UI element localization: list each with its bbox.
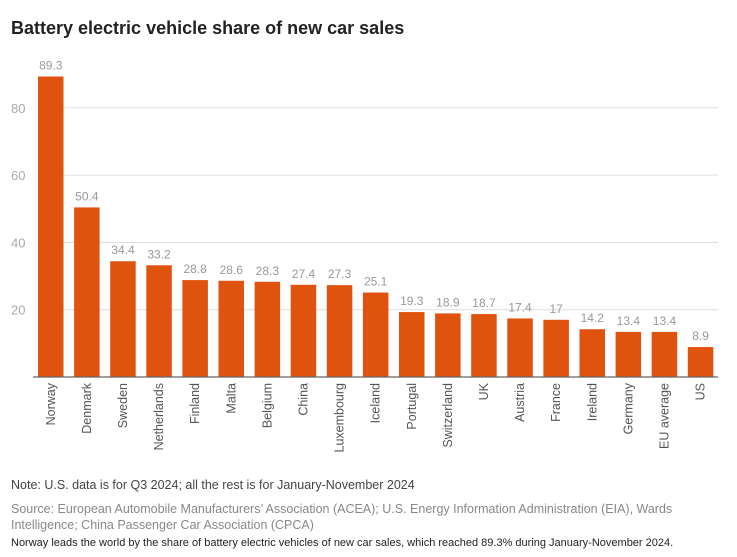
bar-iceland: [362, 292, 389, 377]
x-tick-label: EU average: [657, 383, 671, 449]
data-label: 13.4: [617, 314, 641, 328]
x-tick-label: Switzerland: [441, 383, 455, 448]
bar-germany: [615, 331, 642, 377]
x-tick-label: Denmark: [80, 382, 94, 433]
x-tick-label: Norway: [44, 382, 58, 425]
bar-chart: 20 40 60 80 89.3 Norway 50.4 Denmark 34.4 Sweden 3…: [11, 59, 718, 453]
data-label: 19.3: [400, 294, 424, 308]
bar-ireland: [579, 329, 605, 377]
data-label: 33.2: [147, 247, 171, 261]
x-tick-label: Sweden: [116, 383, 130, 428]
data-label: 27.4: [292, 267, 316, 281]
bar-denmark: [74, 207, 100, 377]
bar-eu-average: [651, 331, 678, 377]
bar-france: [543, 319, 569, 377]
x-tick-label: Ireland: [585, 383, 599, 421]
x-tick-label: France: [549, 383, 563, 422]
chart-title: Battery electric vehicle share of new ca…: [11, 18, 405, 38]
x-tick-label: Finland: [188, 383, 202, 424]
bar-us: [687, 347, 714, 377]
bar-malta: [218, 280, 244, 377]
chart-source: Source: European Automobile Manufacturer…: [11, 502, 673, 532]
data-label: 13.4: [653, 314, 677, 328]
data-label: 28.3: [256, 264, 280, 278]
y-tick-label: 80: [11, 101, 25, 116]
bar-sweden: [110, 261, 136, 377]
data-label: 34.4: [111, 243, 135, 257]
bar-china: [290, 284, 317, 377]
x-tick-label: China: [296, 383, 310, 416]
bar-norway: [38, 76, 64, 378]
data-label: 18.9: [436, 295, 460, 309]
x-tick-label: Germany: [621, 382, 635, 434]
bar-luxembourg: [326, 285, 353, 377]
x-tick-label: US: [694, 383, 708, 400]
x-tick-label: Malta: [224, 383, 238, 414]
x-tick-label: Netherlands: [152, 383, 166, 450]
data-label: 18.7: [472, 296, 496, 310]
x-tick-label: Portugal: [405, 383, 419, 430]
data-label: 14.2: [581, 311, 605, 325]
x-tick-label: Belgium: [260, 383, 274, 428]
data-label: 17: [549, 302, 563, 316]
bar-austria: [507, 318, 533, 377]
x-tick-label: UK: [477, 382, 491, 400]
x-tick-label: Luxembourg: [333, 383, 347, 453]
bar-finland: [182, 280, 208, 377]
data-label: 25.1: [364, 275, 388, 289]
data-label: 28.6: [220, 263, 244, 277]
bar-belgium: [254, 281, 281, 377]
data-label: 27.3: [328, 267, 352, 281]
bar-uk: [471, 314, 497, 377]
data-label: 8.9: [692, 329, 709, 343]
x-tick-label: Iceland: [369, 383, 383, 423]
y-tick-label: 60: [11, 168, 25, 183]
bar-switzerland: [435, 313, 461, 377]
data-label: 50.4: [75, 189, 99, 203]
data-label: 89.3: [39, 59, 63, 73]
bar-netherlands: [146, 265, 172, 377]
data-label: 17.4: [508, 300, 532, 314]
data-label: 28.8: [183, 262, 207, 276]
y-tick-label: 20: [11, 303, 25, 318]
bar-portugal: [399, 312, 425, 377]
chart-caption: Norway leads the world by the share of b…: [11, 537, 674, 549]
chart-note: Note: U.S. data is for Q3 2024; all the …: [11, 478, 415, 492]
y-tick-label: 40: [11, 235, 25, 250]
x-tick-label: Austria: [513, 383, 527, 422]
